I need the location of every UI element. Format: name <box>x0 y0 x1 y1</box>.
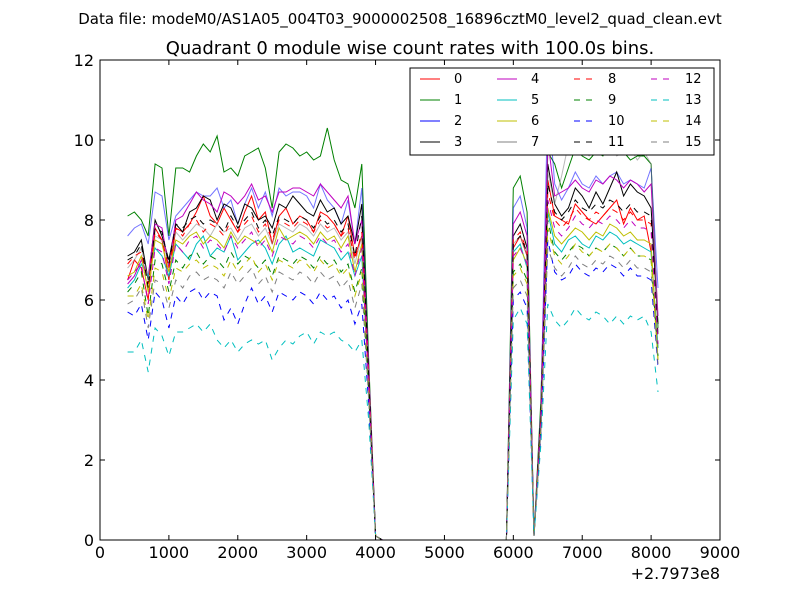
ticks-layer: 0 1000 2000 3000 4000 5000 6000 7000 8000 9000 0 2 4… <box>74 51 741 562</box>
legend-label-5: 5 <box>531 93 539 108</box>
series-line-5 <box>127 211 659 541</box>
legend-label-10: 10 <box>608 114 625 129</box>
legend-label-9: 9 <box>608 93 616 108</box>
x-tick-label: 0 <box>95 543 105 562</box>
y-tick-label: 12 <box>74 51 94 70</box>
y-tick-label: 2 <box>84 451 94 470</box>
x-tick-label: 4000 <box>355 543 396 562</box>
legend-label-13: 13 <box>685 93 702 108</box>
series-line-10 <box>127 239 659 541</box>
series-line-3 <box>127 163 659 541</box>
legend-label-14: 14 <box>685 114 702 129</box>
legend-label-15: 15 <box>685 135 702 150</box>
x-tick-label: 7000 <box>562 543 603 562</box>
legend-label-11: 11 <box>608 135 625 150</box>
x-offset-label: +2.7973e8 <box>631 564 720 583</box>
series-layer <box>127 95 659 541</box>
legend-label-3: 3 <box>454 135 462 150</box>
x-tick-label: 2000 <box>217 543 258 562</box>
chart-suptitle: Data file: modeM0/AS1A05_004T03_90000025… <box>78 10 722 29</box>
legend-label-4: 4 <box>531 72 539 87</box>
series-line-15 <box>127 247 659 541</box>
chart-title: Quadrant 0 module wise count rates with … <box>166 38 655 59</box>
legend-label-1: 1 <box>454 93 462 108</box>
series-line-8 <box>127 191 659 541</box>
x-tick-label: 1000 <box>149 543 190 562</box>
y-tick-label: 8 <box>84 211 94 230</box>
legend-label-8: 8 <box>608 72 616 87</box>
x-tick-label: 9000 <box>700 543 741 562</box>
series-line-14 <box>127 227 659 541</box>
legend-label-0: 0 <box>454 72 462 87</box>
series-line-4 <box>127 139 659 541</box>
x-tick-label: 6000 <box>493 543 534 562</box>
legend-label-12: 12 <box>685 72 702 87</box>
series-line-13 <box>127 303 659 541</box>
series-line-12 <box>127 199 659 541</box>
x-tick-label: 5000 <box>424 543 465 562</box>
series-line-7 <box>127 122 659 541</box>
y-tick-label: 10 <box>74 131 94 150</box>
x-tick-label: 3000 <box>286 543 327 562</box>
legend-frame <box>409 67 715 156</box>
legend-label-7: 7 <box>531 135 539 150</box>
series-line-6 <box>127 207 659 541</box>
y-tick-label: 4 <box>84 371 94 390</box>
y-tick-label: 6 <box>84 291 94 310</box>
series-line-1 <box>127 127 659 541</box>
x-tick-label: 8000 <box>631 543 672 562</box>
legend-label-6: 6 <box>531 114 539 129</box>
legend-label-2: 2 <box>454 114 462 129</box>
y-tick-label: 0 <box>84 531 94 550</box>
